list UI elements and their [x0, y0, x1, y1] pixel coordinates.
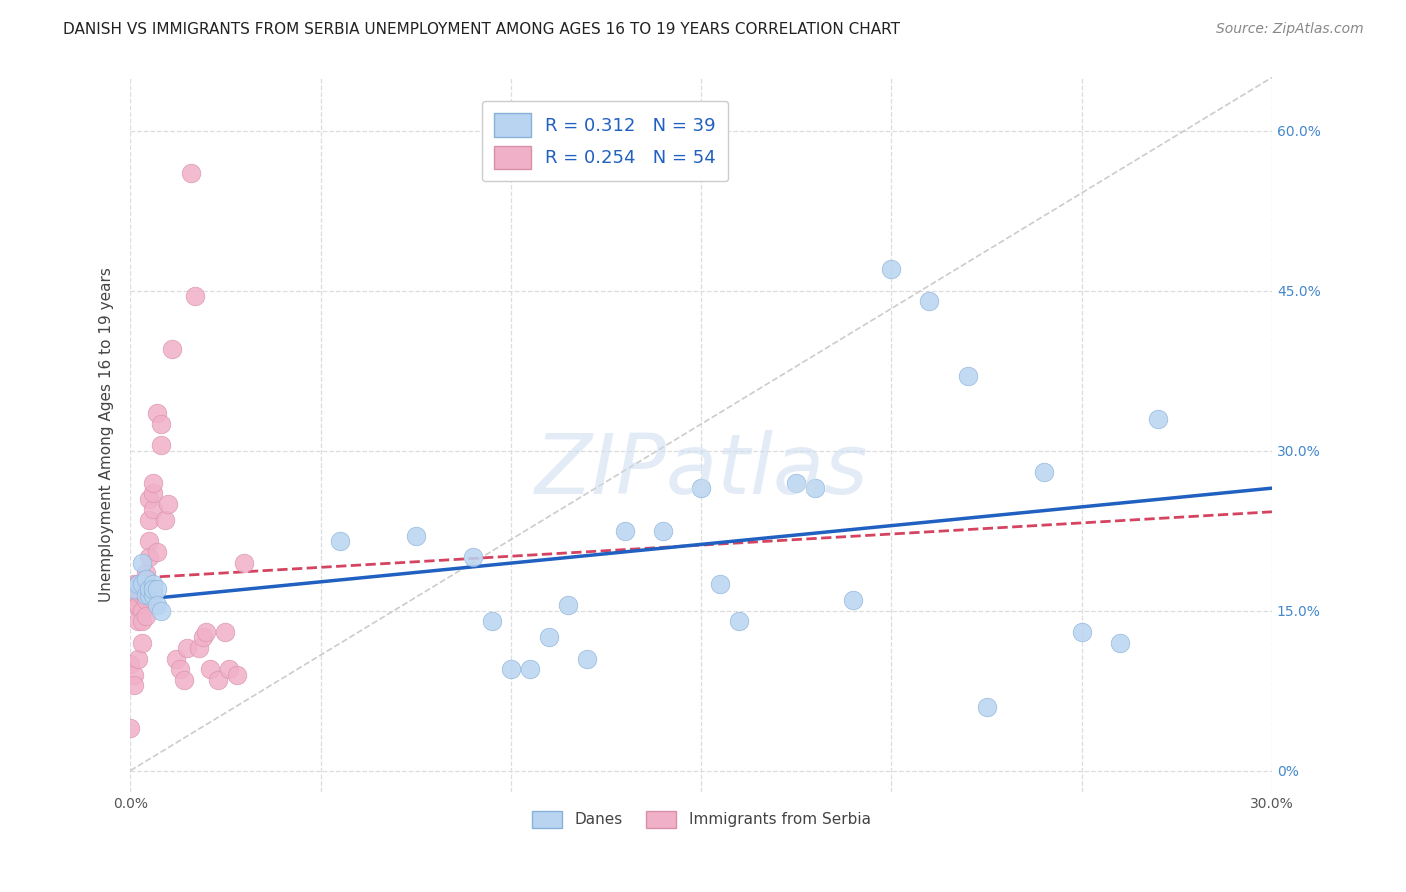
Point	[138, 588, 160, 602]
Point	[1070, 625, 1092, 640]
Point	[165, 651, 187, 665]
Point	[127, 615, 149, 629]
Point	[180, 166, 202, 180]
Point	[153, 513, 176, 527]
Point	[120, 721, 142, 735]
Point	[138, 534, 160, 549]
Point	[976, 699, 998, 714]
Point	[149, 438, 172, 452]
Text: ZIPatlas: ZIPatlas	[534, 430, 868, 511]
Point	[191, 630, 214, 644]
Point	[131, 615, 153, 629]
Point	[557, 599, 579, 613]
Point	[146, 599, 169, 613]
Point	[122, 599, 145, 613]
Point	[122, 588, 145, 602]
Point	[142, 502, 165, 516]
Point	[127, 582, 149, 597]
Point	[135, 572, 157, 586]
Point	[127, 599, 149, 613]
Point	[127, 577, 149, 591]
Point	[142, 577, 165, 591]
Point	[187, 640, 209, 655]
Point	[122, 582, 145, 597]
Point	[225, 667, 247, 681]
Text: DANISH VS IMMIGRANTS FROM SERBIA UNEMPLOYMENT AMONG AGES 16 TO 19 YEARS CORRELAT: DANISH VS IMMIGRANTS FROM SERBIA UNEMPLO…	[63, 22, 900, 37]
Point	[135, 609, 157, 624]
Point	[200, 662, 222, 676]
Point	[131, 556, 153, 570]
Point	[918, 294, 941, 309]
Text: Source: ZipAtlas.com: Source: ZipAtlas.com	[1216, 22, 1364, 37]
Point	[218, 662, 240, 676]
Point	[1032, 465, 1054, 479]
Point	[142, 582, 165, 597]
Point	[149, 417, 172, 431]
Point	[120, 582, 142, 597]
Point	[804, 481, 827, 495]
Point	[176, 640, 198, 655]
Point	[537, 630, 560, 644]
Point	[690, 481, 713, 495]
Point	[842, 593, 865, 607]
Point	[131, 588, 153, 602]
Legend: Danes, Immigrants from Serbia: Danes, Immigrants from Serbia	[526, 805, 876, 834]
Point	[1108, 635, 1130, 649]
Point	[329, 534, 352, 549]
Point	[138, 582, 160, 597]
Point	[146, 545, 169, 559]
Point	[173, 673, 195, 687]
Point	[131, 635, 153, 649]
Point	[169, 662, 191, 676]
Point	[1146, 411, 1168, 425]
Point	[138, 491, 160, 506]
Point	[575, 651, 598, 665]
Point	[135, 588, 157, 602]
Point	[142, 486, 165, 500]
Point	[149, 604, 172, 618]
Point	[184, 289, 207, 303]
Point	[146, 406, 169, 420]
Point	[135, 593, 157, 607]
Point	[461, 550, 484, 565]
Point	[157, 497, 180, 511]
Point	[146, 582, 169, 597]
Point	[131, 604, 153, 618]
Point	[481, 615, 503, 629]
Point	[131, 577, 153, 591]
Point	[195, 625, 218, 640]
Point	[405, 529, 427, 543]
Point	[956, 369, 979, 384]
Point	[122, 577, 145, 591]
Point	[131, 577, 153, 591]
Point	[160, 343, 183, 357]
Point	[785, 475, 807, 490]
Point	[652, 524, 675, 538]
Point	[127, 651, 149, 665]
Point	[519, 662, 541, 676]
Point	[214, 625, 236, 640]
Point	[135, 572, 157, 586]
Point	[880, 262, 903, 277]
Point	[120, 588, 142, 602]
Point	[127, 599, 149, 613]
Point	[233, 556, 256, 570]
Point	[709, 577, 731, 591]
Point	[728, 615, 751, 629]
Point	[127, 577, 149, 591]
Point	[142, 475, 165, 490]
Point	[142, 588, 165, 602]
Point	[138, 513, 160, 527]
Point	[138, 550, 160, 565]
Point	[207, 673, 229, 687]
Point	[122, 678, 145, 692]
Point	[131, 582, 153, 597]
Point	[614, 524, 637, 538]
Point	[135, 566, 157, 581]
Point	[499, 662, 522, 676]
Point	[120, 657, 142, 671]
Point	[122, 667, 145, 681]
Y-axis label: Unemployment Among Ages 16 to 19 years: Unemployment Among Ages 16 to 19 years	[100, 268, 114, 602]
